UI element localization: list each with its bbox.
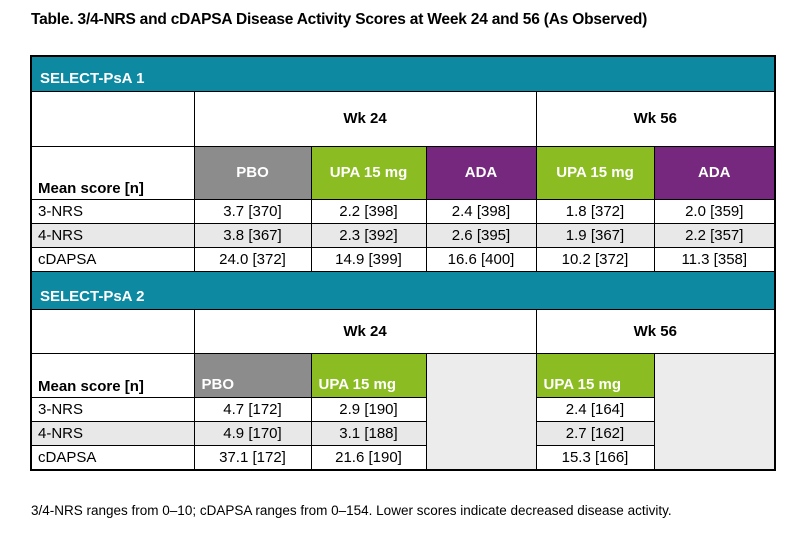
score-cell: 3.1 [188] (310, 420, 427, 446)
empty-column-wk56 (653, 352, 776, 471)
score-cell: 16.6 [400] (425, 246, 537, 272)
empty-column-wk24 (425, 352, 537, 471)
score-cell: 2.9 [190] (310, 396, 427, 422)
score-cell: 15.3 [166] (535, 444, 655, 471)
table-row: 4-NRS 4.9 [170] 3.1 [188] 2.7 [162] (30, 420, 775, 446)
corner-spacer-cell (30, 90, 195, 147)
row-label: 3-NRS (30, 396, 195, 422)
score-cell: 24.0 [372] (193, 246, 312, 272)
table-row: 3-NRS 3.7 [370] 2.2 [398] 2.4 [398] 1.8 … (30, 198, 776, 224)
score-cell: 2.2 [357] (653, 222, 776, 248)
week-56-header: Wk 56 (535, 308, 776, 354)
score-cell: 2.0 [359] (653, 198, 776, 224)
table-footnote: 3/4-NRS ranges from 0–10; cDAPSA ranges … (31, 503, 672, 518)
week-24-header: Wk 24 (193, 90, 537, 147)
row-label: 4-NRS (30, 222, 195, 248)
score-cell: 2.4 [164] (535, 396, 655, 422)
mean-score-label: Mean score [n] (30, 352, 195, 398)
score-cell: 1.8 [372] (535, 198, 655, 224)
table-title: Table. 3/4-NRS and cDAPSA Disease Activi… (31, 11, 648, 28)
score-cell: 10.2 [372] (535, 246, 655, 272)
column-header-pbo: PBO (193, 145, 312, 200)
score-cell: 4.7 [172] (193, 396, 312, 422)
column-header-upa-wk56: UPA 15 mg (535, 145, 655, 200)
row-label: cDAPSA (30, 444, 195, 471)
disease-activity-table: SELECT-PsA 1 Wk 24 Wk 56 Mean score [n] … (30, 55, 777, 471)
score-cell: 2.6 [395] (425, 222, 537, 248)
row-label: cDAPSA (30, 246, 195, 272)
score-cell: 11.3 [358] (653, 246, 776, 272)
score-cell: 3.8 [367] (193, 222, 312, 248)
week-24-header: Wk 24 (193, 308, 537, 354)
score-cell: 2.3 [392] (310, 222, 427, 248)
table-row: cDAPSA 37.1 [172] 21.6 [190] 15.3 [166] (30, 444, 775, 471)
section-header-psa1: SELECT-PsA 1 (30, 55, 776, 92)
row-label: 3-NRS (30, 198, 195, 224)
score-cell: 37.1 [172] (193, 444, 312, 471)
week-56-header: Wk 56 (535, 90, 776, 147)
score-cell: 2.2 [398] (310, 198, 427, 224)
score-cell: 2.4 [398] (425, 198, 537, 224)
score-cell: 3.7 [370] (193, 198, 312, 224)
row-label: 4-NRS (30, 420, 195, 446)
score-cell: 1.9 [367] (535, 222, 655, 248)
column-header-upa-wk24: UPA 15 mg (310, 352, 427, 398)
column-header-pbo: PBO (193, 352, 312, 398)
score-cell: 4.9 [170] (193, 420, 312, 446)
table-row: 3-NRS 4.7 [172] 2.9 [190] 2.4 [164] (30, 396, 775, 422)
score-cell: 14.9 [399] (310, 246, 427, 272)
corner-spacer-cell (30, 308, 195, 354)
table-row: cDAPSA 24.0 [372] 14.9 [399] 16.6 [400] … (30, 246, 776, 272)
mean-score-label: Mean score [n] (30, 145, 195, 200)
section-header-psa2: SELECT-PsA 2 (30, 270, 776, 310)
score-cell: 21.6 [190] (310, 444, 427, 471)
column-header-upa-wk56: UPA 15 mg (535, 352, 655, 398)
column-header-ada-wk56: ADA (653, 145, 776, 200)
column-header-upa-wk24: UPA 15 mg (310, 145, 427, 200)
column-header-ada-wk24: ADA (425, 145, 537, 200)
table-row: 4-NRS 3.8 [367] 2.3 [392] 2.6 [395] 1.9 … (30, 222, 776, 248)
score-cell: 2.7 [162] (535, 420, 655, 446)
